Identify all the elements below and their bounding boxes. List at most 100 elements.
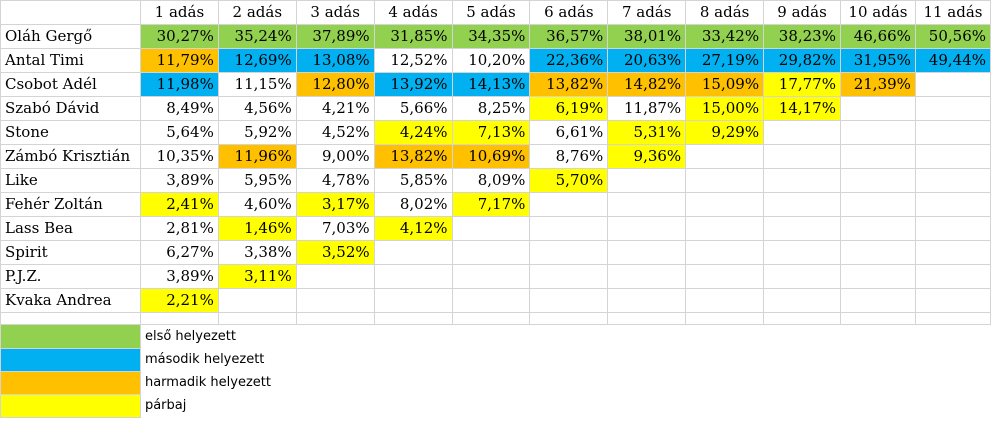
vote-percent-cell[interactable]: 3,52% <box>295 240 375 265</box>
vote-percent-cell[interactable] <box>217 288 297 313</box>
vote-percent-cell[interactable]: 10,69% <box>451 144 531 169</box>
vote-percent-cell[interactable]: 14,13% <box>451 72 531 97</box>
vote-percent-cell[interactable] <box>914 72 991 97</box>
vote-percent-cell[interactable] <box>607 216 687 241</box>
vote-percent-cell[interactable]: 11,96% <box>217 144 297 169</box>
vote-percent-cell[interactable]: 6,27% <box>139 240 219 265</box>
vote-percent-cell[interactable] <box>685 168 765 193</box>
legend-swatch[interactable] <box>0 324 141 349</box>
empty-cell[interactable] <box>373 312 453 325</box>
vote-percent-cell[interactable]: 27,19% <box>685 48 765 73</box>
column-header-cell[interactable]: 2 adás <box>217 0 297 25</box>
vote-percent-cell[interactable] <box>914 288 991 313</box>
vote-percent-cell[interactable]: 30,27% <box>139 24 219 49</box>
vote-percent-cell[interactable] <box>529 288 609 313</box>
vote-percent-cell[interactable]: 8,25% <box>451 96 531 121</box>
vote-percent-cell[interactable]: 4,12% <box>373 216 453 241</box>
vote-percent-cell[interactable]: 33,42% <box>685 24 765 49</box>
vote-percent-cell[interactable]: 15,00% <box>685 96 765 121</box>
vote-percent-cell[interactable]: 22,36% <box>529 48 609 73</box>
vote-percent-cell[interactable]: 7,03% <box>295 216 375 241</box>
vote-percent-cell[interactable] <box>685 192 765 217</box>
contestant-name-cell[interactable]: Szabó Dávid <box>0 96 141 121</box>
vote-percent-cell[interactable] <box>763 216 841 241</box>
empty-cell[interactable] <box>685 312 765 325</box>
vote-percent-cell[interactable] <box>607 288 687 313</box>
vote-percent-cell[interactable] <box>529 216 609 241</box>
vote-percent-cell[interactable]: 12,69% <box>217 48 297 73</box>
vote-percent-cell[interactable] <box>914 192 991 217</box>
vote-percent-cell[interactable]: 4,56% <box>217 96 297 121</box>
corner-cell[interactable] <box>0 0 141 25</box>
vote-percent-cell[interactable] <box>685 288 765 313</box>
vote-percent-cell[interactable]: 31,85% <box>373 24 453 49</box>
vote-percent-cell[interactable] <box>839 168 916 193</box>
vote-percent-cell[interactable] <box>763 144 841 169</box>
empty-cell[interactable] <box>529 312 609 325</box>
vote-percent-cell[interactable]: 14,17% <box>763 96 841 121</box>
vote-percent-cell[interactable] <box>839 144 916 169</box>
vote-percent-cell[interactable] <box>529 240 609 265</box>
contestant-name-cell[interactable]: P.J.Z. <box>0 264 141 289</box>
contestant-name-cell[interactable]: Zámbó Krisztián <box>0 144 141 169</box>
vote-percent-cell[interactable] <box>914 264 991 289</box>
vote-percent-cell[interactable]: 11,98% <box>139 72 219 97</box>
vote-percent-cell[interactable]: 7,13% <box>451 120 531 145</box>
vote-percent-cell[interactable]: 6,61% <box>529 120 609 145</box>
vote-percent-cell[interactable]: 38,01% <box>607 24 687 49</box>
vote-percent-cell[interactable] <box>839 288 916 313</box>
vote-percent-cell[interactable]: 4,78% <box>295 168 375 193</box>
empty-cell[interactable] <box>914 312 991 325</box>
vote-percent-cell[interactable] <box>763 120 841 145</box>
vote-percent-cell[interactable]: 3,11% <box>217 264 297 289</box>
vote-percent-cell[interactable] <box>763 192 841 217</box>
vote-percent-cell[interactable]: 4,21% <box>295 96 375 121</box>
vote-percent-cell[interactable] <box>914 96 991 121</box>
vote-percent-cell[interactable] <box>451 288 531 313</box>
vote-percent-cell[interactable]: 29,82% <box>763 48 841 73</box>
column-header-cell[interactable]: 3 adás <box>295 0 375 25</box>
vote-percent-cell[interactable]: 9,29% <box>685 120 765 145</box>
empty-cell[interactable] <box>839 312 916 325</box>
vote-percent-cell[interactable]: 36,57% <box>529 24 609 49</box>
empty-cell[interactable] <box>451 312 531 325</box>
vote-percent-cell[interactable] <box>295 288 375 313</box>
vote-percent-cell[interactable]: 5,70% <box>529 168 609 193</box>
empty-cell[interactable] <box>217 312 297 325</box>
column-header-cell[interactable]: 7 adás <box>607 0 687 25</box>
vote-percent-cell[interactable] <box>685 144 765 169</box>
vote-percent-cell[interactable] <box>763 240 841 265</box>
vote-percent-cell[interactable]: 15,09% <box>685 72 765 97</box>
column-header-cell[interactable]: 10 adás <box>839 0 916 25</box>
column-header-cell[interactable]: 5 adás <box>451 0 531 25</box>
vote-percent-cell[interactable] <box>763 264 841 289</box>
vote-percent-cell[interactable] <box>451 216 531 241</box>
contestant-name-cell[interactable]: Stone <box>0 120 141 145</box>
vote-percent-cell[interactable] <box>607 240 687 265</box>
vote-percent-cell[interactable] <box>839 240 916 265</box>
empty-cell[interactable] <box>607 312 687 325</box>
vote-percent-cell[interactable]: 34,35% <box>451 24 531 49</box>
vote-percent-cell[interactable]: 9,36% <box>607 144 687 169</box>
vote-percent-cell[interactable]: 13,82% <box>529 72 609 97</box>
vote-percent-cell[interactable]: 5,85% <box>373 168 453 193</box>
vote-percent-cell[interactable] <box>839 120 916 145</box>
vote-percent-cell[interactable] <box>914 240 991 265</box>
vote-percent-cell[interactable]: 2,81% <box>139 216 219 241</box>
vote-percent-cell[interactable]: 5,31% <box>607 120 687 145</box>
vote-percent-cell[interactable] <box>529 264 609 289</box>
vote-percent-cell[interactable]: 5,66% <box>373 96 453 121</box>
legend-swatch[interactable] <box>0 347 141 372</box>
column-header-cell[interactable]: 4 adás <box>373 0 453 25</box>
vote-percent-cell[interactable] <box>607 264 687 289</box>
vote-percent-cell[interactable]: 11,87% <box>607 96 687 121</box>
vote-percent-cell[interactable]: 12,52% <box>373 48 453 73</box>
vote-percent-cell[interactable]: 21,39% <box>839 72 916 97</box>
contestant-name-cell[interactable]: Kvaka Andrea <box>0 288 141 313</box>
vote-percent-cell[interactable]: 31,95% <box>839 48 916 73</box>
contestant-name-cell[interactable]: Antal Timi <box>0 48 141 73</box>
vote-percent-cell[interactable] <box>607 168 687 193</box>
empty-cell[interactable] <box>139 312 219 325</box>
vote-percent-cell[interactable] <box>607 192 687 217</box>
vote-percent-cell[interactable] <box>763 168 841 193</box>
